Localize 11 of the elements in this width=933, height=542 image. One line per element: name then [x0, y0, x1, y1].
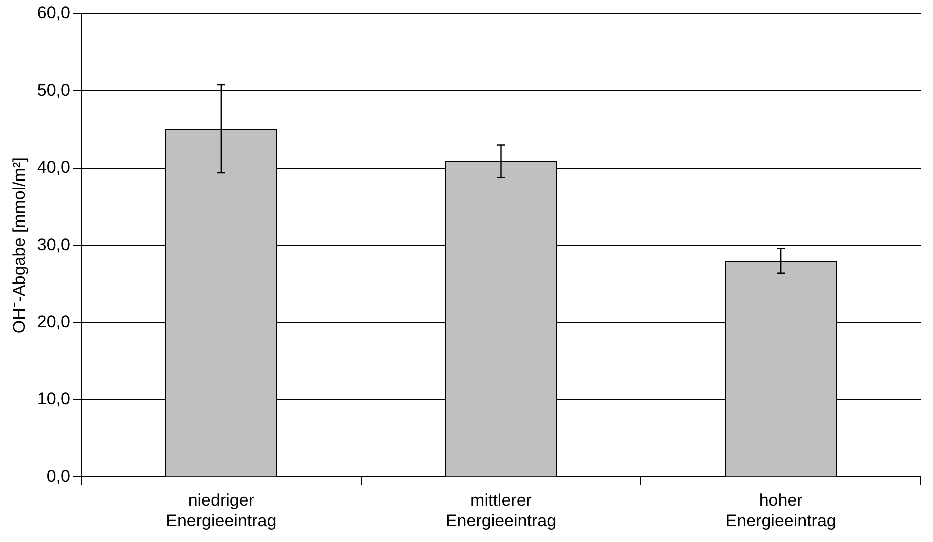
- y-tick-label: 40,0: [37, 158, 70, 178]
- y-tick-label: 10,0: [37, 390, 70, 409]
- y-tick-label: 50,0: [37, 80, 70, 100]
- y-axis-title: OH⁻-Abgabe [mmol/m²]: [10, 158, 29, 334]
- y-tick-label: 60,0: [37, 4, 70, 23]
- x-tick-label: hoher Energieeintrag: [726, 491, 836, 530]
- y-tick-label: 20,0: [37, 312, 70, 332]
- x-tick-label: niedriger Energieeintrag: [166, 491, 277, 530]
- y-tick-label: 30,0: [37, 235, 70, 254]
- x-tick-label: mittlerer Energieeintrag: [446, 491, 557, 530]
- y-tick-label: 0,0: [46, 466, 70, 486]
